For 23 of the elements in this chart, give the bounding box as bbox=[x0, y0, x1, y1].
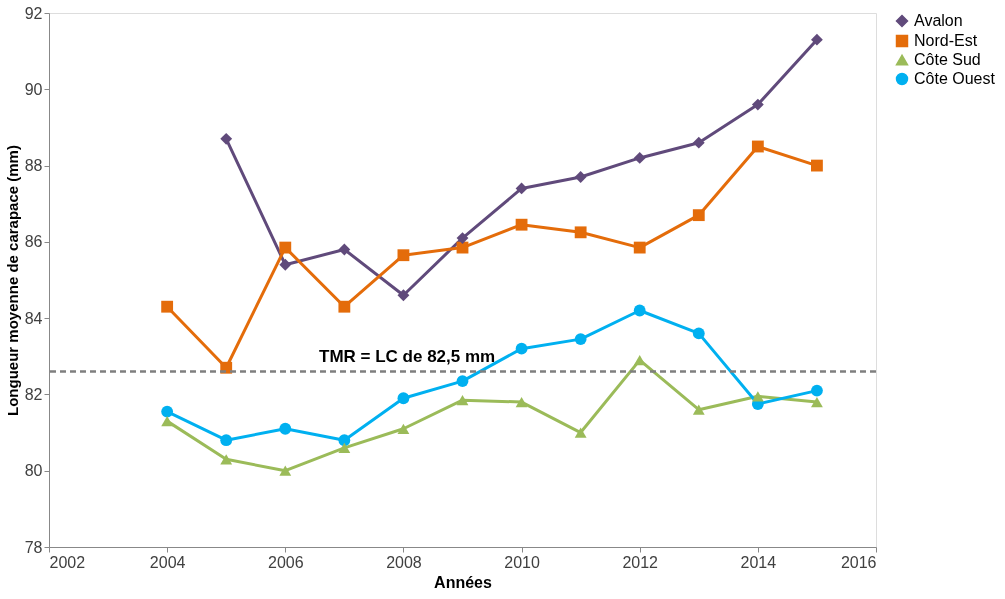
x-tick-label: 2002 bbox=[49, 553, 86, 571]
y-tick-label: 88 bbox=[24, 157, 43, 175]
y-tick-label: 86 bbox=[24, 233, 43, 251]
x-tick-label: 2006 bbox=[267, 553, 304, 571]
x-tick-label: 2008 bbox=[386, 553, 422, 571]
y-tick-label: 80 bbox=[24, 462, 43, 480]
ref-line-label: TMR = LC de 82,5 mm bbox=[319, 346, 496, 366]
y-tick-label: 84 bbox=[24, 309, 43, 327]
x-tick-label: 2012 bbox=[622, 553, 659, 571]
x-tick-label: 2014 bbox=[740, 553, 777, 571]
y-tick-label: 90 bbox=[24, 80, 43, 98]
y-tick-label: 78 bbox=[24, 538, 43, 556]
x-tick-label: 2016 bbox=[840, 553, 877, 571]
legend-label: Avalon bbox=[914, 12, 963, 29]
x-tick-label: 2004 bbox=[149, 553, 186, 571]
legend-label: Nord-Est bbox=[914, 32, 978, 49]
x-tick-label: 2010 bbox=[504, 553, 540, 571]
y-axis-title: Longueur moyenne de carapace (mm) bbox=[3, 145, 21, 416]
legend-label: Côte Sud bbox=[914, 51, 981, 68]
x-axis-title: Années bbox=[434, 573, 492, 591]
y-tick-label: 82 bbox=[24, 385, 43, 403]
legend-label: Côte Ouest bbox=[914, 70, 996, 87]
y-tick-label: 92 bbox=[24, 4, 43, 22]
